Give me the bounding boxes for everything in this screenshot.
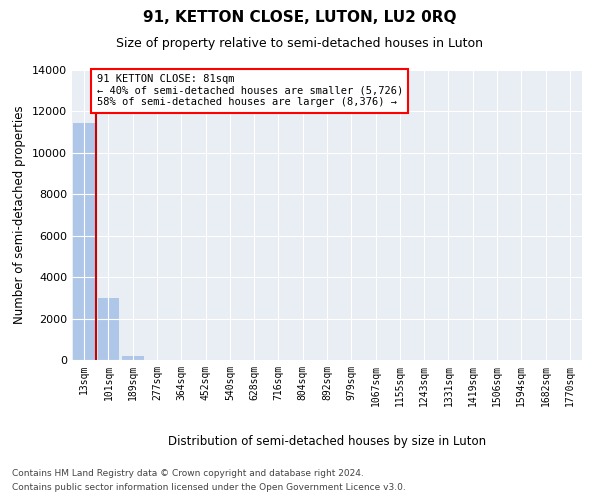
Y-axis label: Number of semi-detached properties: Number of semi-detached properties: [13, 106, 26, 324]
Bar: [97, 298, 119, 360]
Text: Distribution of semi-detached houses by size in Luton: Distribution of semi-detached houses by …: [168, 435, 486, 448]
Text: Contains HM Land Registry data © Crown copyright and database right 2024.: Contains HM Land Registry data © Crown c…: [12, 468, 364, 477]
Text: 91 KETTON CLOSE: 81sqm
← 40% of semi-detached houses are smaller (5,726)
58% of : 91 KETTON CLOSE: 81sqm ← 40% of semi-det…: [97, 74, 403, 108]
Text: Size of property relative to semi-detached houses in Luton: Size of property relative to semi-detach…: [116, 38, 484, 51]
Text: Contains public sector information licensed under the Open Government Licence v3: Contains public sector information licen…: [12, 484, 406, 492]
Bar: [73, 123, 95, 360]
Text: 91, KETTON CLOSE, LUTON, LU2 0RQ: 91, KETTON CLOSE, LUTON, LU2 0RQ: [143, 10, 457, 25]
Bar: [122, 356, 143, 360]
